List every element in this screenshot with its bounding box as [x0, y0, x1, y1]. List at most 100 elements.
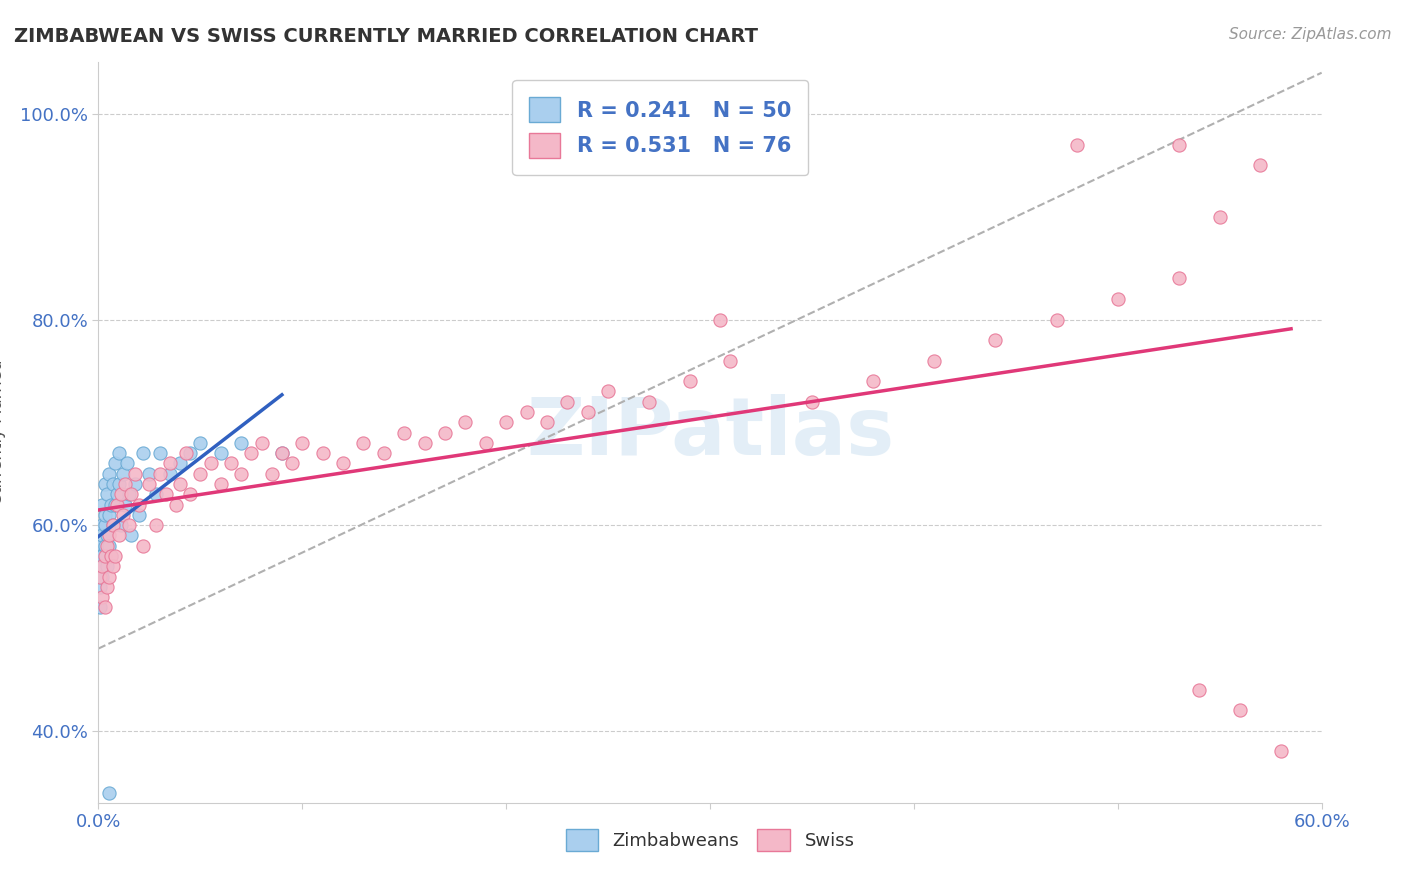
- Point: [392, 425, 416, 440]
- Point: [132, 446, 155, 460]
- Point: [96, 539, 118, 553]
- Point: [637, 394, 661, 409]
- Point: [108, 528, 131, 542]
- Point: [101, 518, 124, 533]
- Point: [165, 498, 187, 512]
- Point: [110, 487, 132, 501]
- Point: [270, 446, 294, 460]
- Point: [132, 539, 155, 553]
- Point: [93, 477, 115, 491]
- Point: [332, 457, 354, 471]
- Point: [93, 518, 115, 533]
- Point: [159, 467, 181, 481]
- Point: [115, 457, 138, 471]
- Point: [1188, 682, 1211, 697]
- Point: [474, 436, 498, 450]
- Point: [709, 312, 731, 326]
- Y-axis label: Currently Married: Currently Married: [0, 359, 6, 506]
- Point: [97, 569, 120, 583]
- Point: [188, 467, 212, 481]
- Point: [536, 415, 558, 429]
- Point: [159, 457, 181, 471]
- Point: [495, 415, 517, 429]
- Point: [89, 569, 111, 583]
- Point: [93, 549, 115, 563]
- Point: [91, 518, 114, 533]
- Point: [96, 528, 118, 542]
- Point: [352, 436, 374, 450]
- Point: [1045, 312, 1069, 326]
- Point: [312, 446, 335, 460]
- Point: [91, 549, 114, 563]
- Point: [1229, 703, 1251, 717]
- Point: [91, 498, 114, 512]
- Point: [128, 498, 150, 512]
- Point: [174, 446, 197, 460]
- Point: [145, 518, 167, 533]
- Point: [922, 353, 945, 368]
- Point: [89, 600, 111, 615]
- Point: [97, 785, 120, 799]
- Legend: Zimbabweans, Swiss: Zimbabweans, Swiss: [557, 821, 863, 861]
- Point: [104, 498, 127, 512]
- Point: [114, 498, 136, 512]
- Point: [1066, 137, 1088, 152]
- Point: [104, 549, 127, 563]
- Point: [1107, 292, 1129, 306]
- Point: [93, 600, 115, 615]
- Point: [291, 436, 314, 450]
- Point: [138, 467, 160, 481]
- Point: [105, 487, 128, 501]
- Point: [149, 446, 172, 460]
- Point: [209, 477, 232, 491]
- Point: [231, 436, 253, 450]
- Point: [149, 467, 172, 481]
- Point: [97, 467, 120, 481]
- Point: [89, 549, 111, 563]
- Point: [93, 539, 115, 553]
- Point: [250, 436, 273, 450]
- Point: [108, 477, 131, 491]
- Point: [240, 446, 263, 460]
- Point: [179, 446, 201, 460]
- Point: [93, 508, 115, 522]
- Point: [516, 405, 538, 419]
- Point: [124, 467, 146, 481]
- Point: [118, 487, 141, 501]
- Point: [373, 446, 395, 460]
- Point: [100, 549, 122, 563]
- Point: [97, 528, 120, 542]
- Point: [200, 457, 222, 471]
- Point: [1167, 271, 1189, 285]
- Point: [155, 487, 177, 501]
- Text: ZIPatlas: ZIPatlas: [526, 393, 894, 472]
- Point: [219, 457, 242, 471]
- Point: [96, 580, 118, 594]
- Point: [179, 487, 201, 501]
- Point: [120, 487, 142, 501]
- Point: [111, 508, 134, 522]
- Point: [454, 415, 477, 429]
- Point: [434, 425, 457, 440]
- Point: [1209, 210, 1232, 224]
- Point: [209, 446, 232, 460]
- Point: [89, 559, 111, 574]
- Point: [1270, 744, 1292, 758]
- Point: [114, 477, 136, 491]
- Point: [100, 498, 122, 512]
- Point: [91, 590, 114, 604]
- Point: [1167, 137, 1189, 152]
- Point: [862, 374, 884, 388]
- Point: [97, 539, 120, 553]
- Point: [270, 446, 294, 460]
- Point: [128, 508, 150, 522]
- Point: [91, 569, 114, 583]
- Point: [89, 580, 111, 594]
- Point: [718, 353, 742, 368]
- Point: [145, 487, 167, 501]
- Point: [100, 549, 122, 563]
- Point: [91, 559, 114, 574]
- Point: [105, 498, 128, 512]
- Point: [188, 436, 212, 450]
- Point: [118, 518, 141, 533]
